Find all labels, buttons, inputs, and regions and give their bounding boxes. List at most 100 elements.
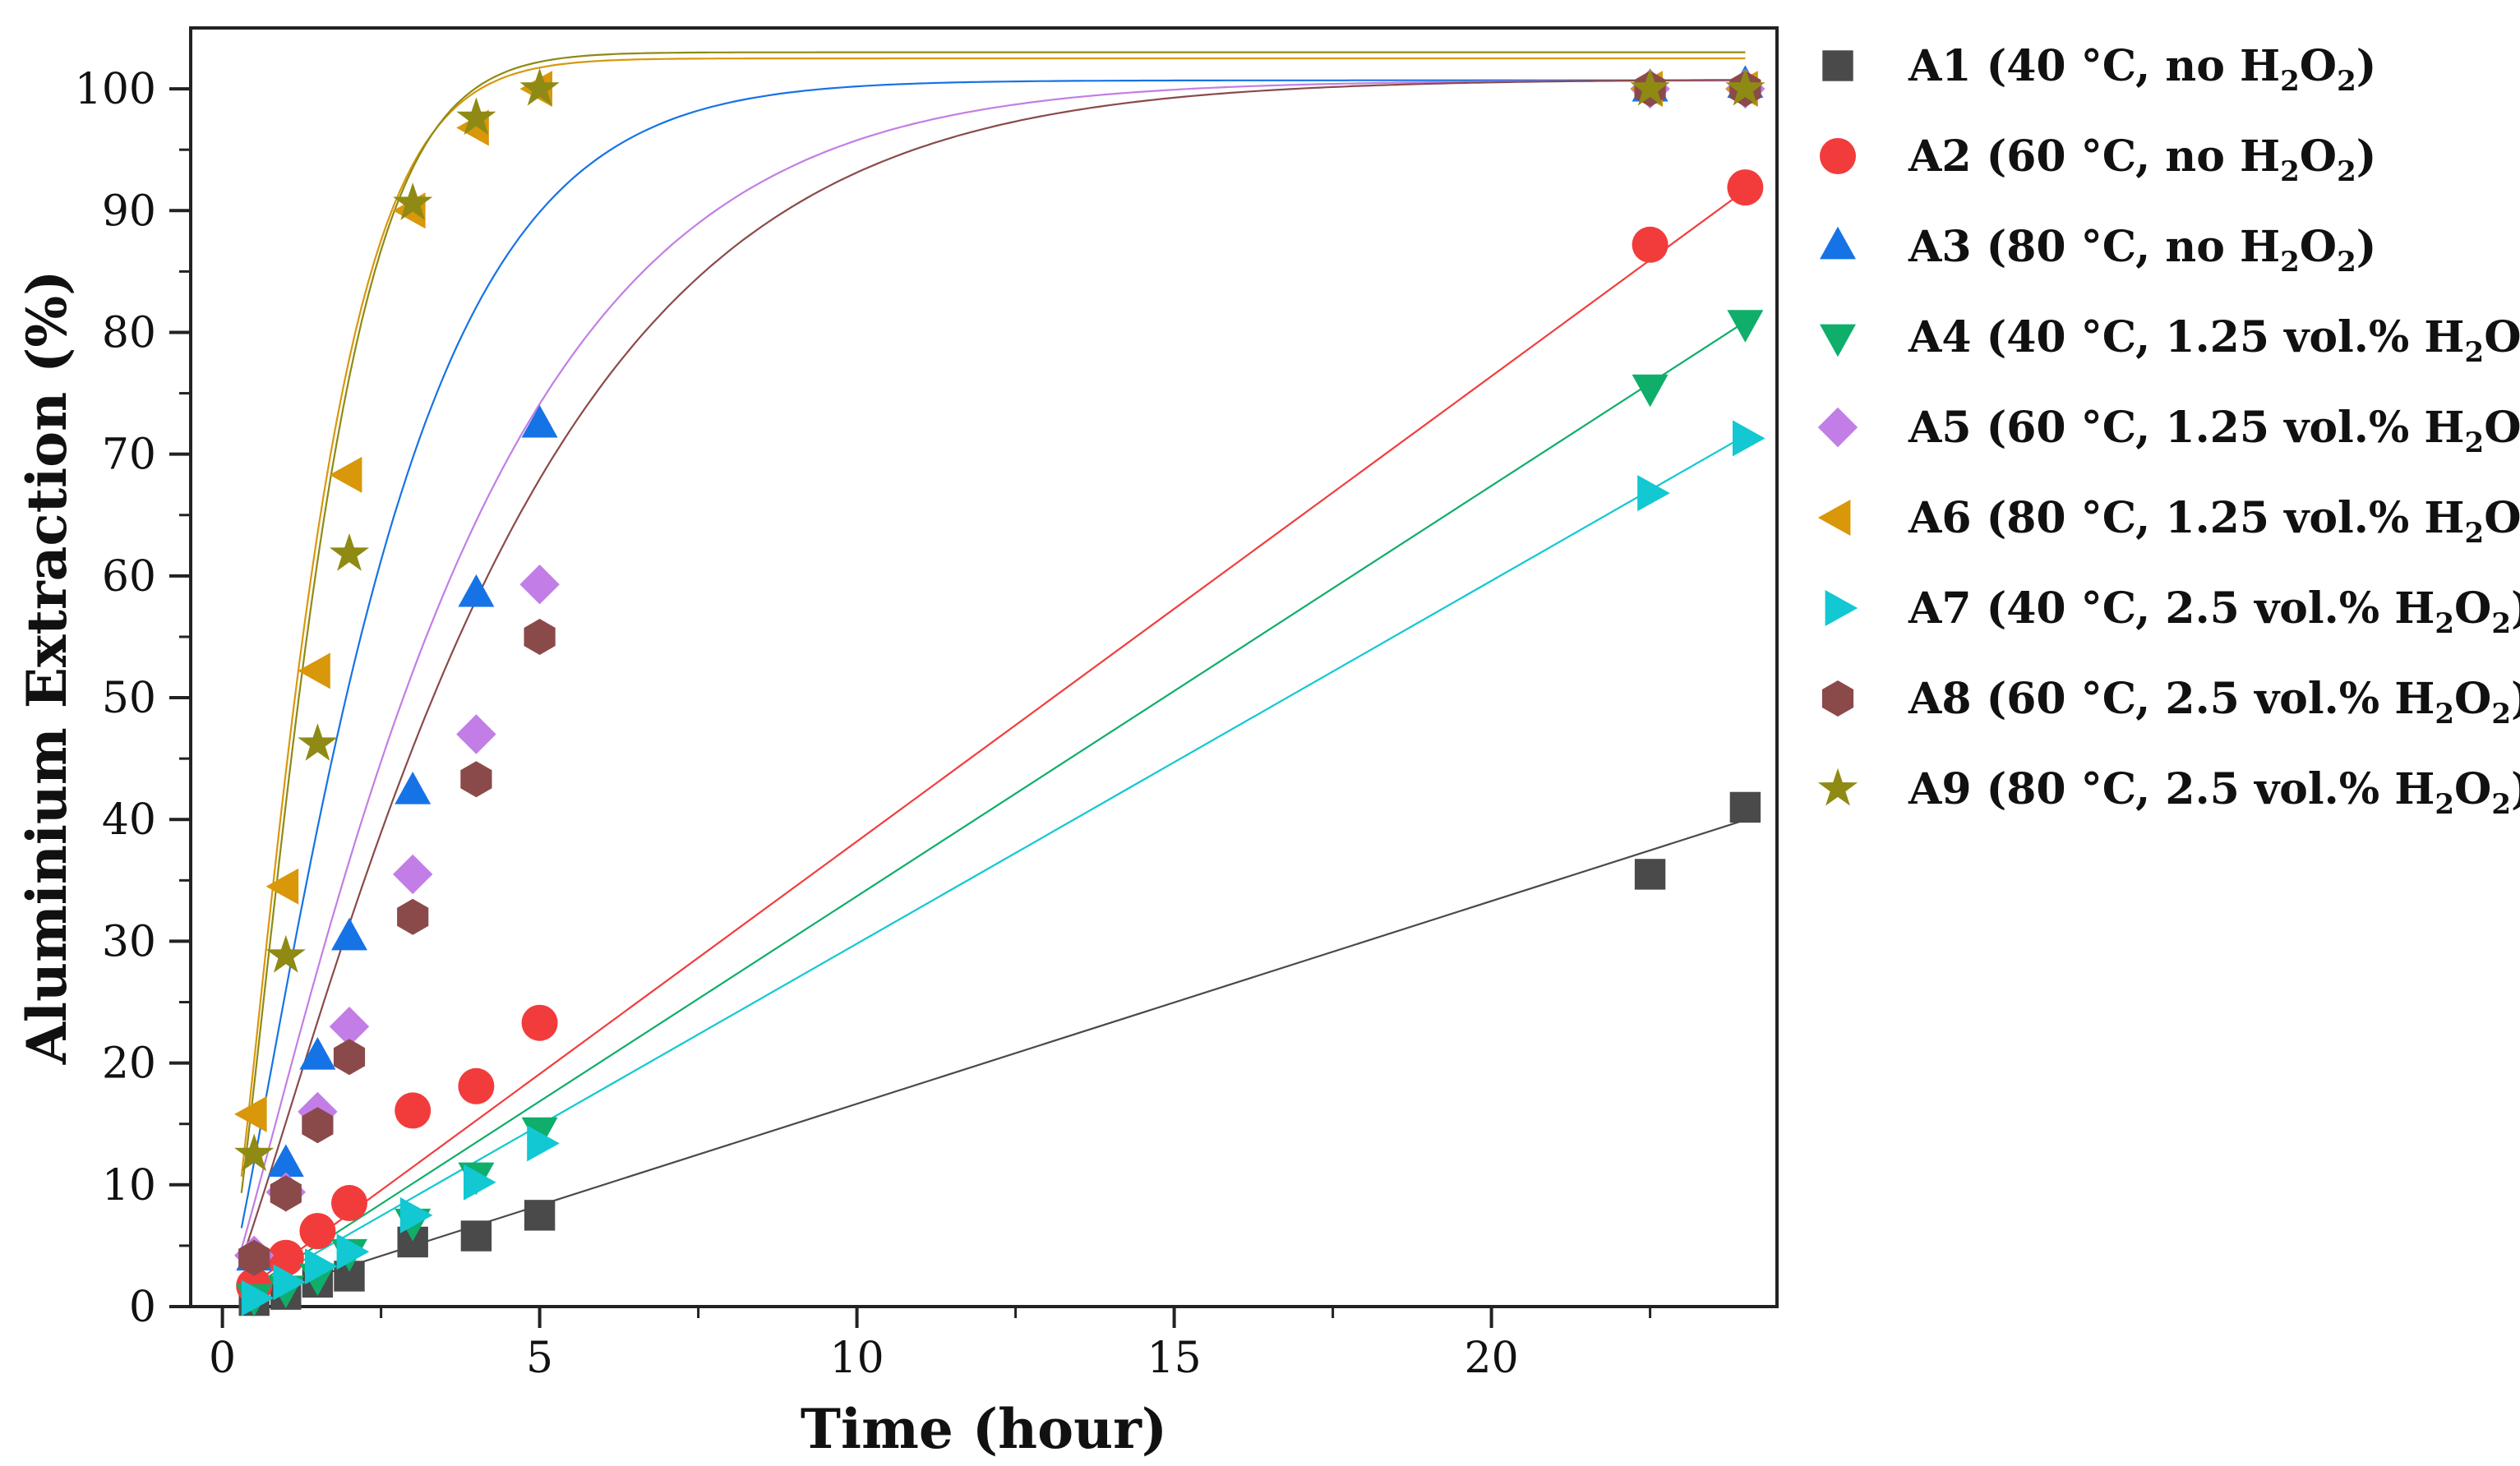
point-A5 xyxy=(519,565,560,605)
point-A9 xyxy=(329,532,370,571)
y-tick-label: 60 xyxy=(102,552,156,602)
point-A2 xyxy=(458,1067,495,1104)
point-A7 xyxy=(336,1233,370,1270)
point-A8 xyxy=(333,1039,366,1076)
fit-line-A1 xyxy=(253,818,1746,1298)
point-A4 xyxy=(1727,310,1764,343)
point-A2 xyxy=(299,1213,336,1250)
point-A2 xyxy=(1727,169,1764,206)
legend-label-A5: A5 (60 °C, 1.25 vol.% H2O2) xyxy=(1908,403,2520,459)
y-tick-label: 0 xyxy=(129,1283,156,1332)
legend-marker-A3 xyxy=(1820,226,1856,260)
point-A6 xyxy=(329,456,362,493)
x-tick-label: 10 xyxy=(830,1334,884,1383)
x-tick-label: 20 xyxy=(1465,1334,1519,1383)
point-A9 xyxy=(265,934,306,973)
x-tick-label: 0 xyxy=(209,1334,236,1383)
point-A6 xyxy=(298,652,330,689)
point-A7 xyxy=(273,1264,306,1301)
point-A1 xyxy=(1634,859,1666,890)
point-A5 xyxy=(456,714,496,754)
legend-label-A2: A2 (60 °C, no H2O2) xyxy=(1908,131,2376,188)
fit-line-A3 xyxy=(240,79,1746,1229)
legend-label-A4: A4 (40 °C, 1.25 vol.% H2O2) xyxy=(1908,312,2520,369)
point-A7 xyxy=(1637,475,1670,512)
fit-line-A9 xyxy=(240,51,1746,1193)
legend-marker-A6 xyxy=(1817,500,1851,536)
fit-line-A6 xyxy=(240,57,1746,1177)
legend-marker-A2 xyxy=(1820,138,1856,174)
point-A2 xyxy=(521,1004,558,1041)
point-A3 xyxy=(395,772,432,804)
y-tick-label: 40 xyxy=(102,795,156,845)
legend-marker-A8 xyxy=(1821,680,1854,717)
legend-marker-A9 xyxy=(1817,768,1858,806)
point-A9 xyxy=(519,67,560,106)
y-tick-label: 10 xyxy=(102,1161,156,1210)
point-A9 xyxy=(298,723,338,761)
point-A8 xyxy=(238,1239,270,1276)
point-A9 xyxy=(1725,67,1765,106)
point-A8 xyxy=(302,1107,334,1144)
point-A8 xyxy=(524,619,556,655)
legend-marker-A4 xyxy=(1820,324,1856,357)
legend-label-A3: A3 (80 °C, no H2O2) xyxy=(1908,222,2376,279)
point-A2 xyxy=(1632,226,1668,263)
point-A4 xyxy=(1632,374,1668,408)
y-tick-label: 70 xyxy=(102,431,156,480)
y-axis-title: Aluminium Extraction (%) xyxy=(15,270,79,1066)
point-A9 xyxy=(1630,67,1670,106)
point-A9 xyxy=(456,97,496,136)
point-A7 xyxy=(241,1279,275,1316)
x-axis-title: Time (hour) xyxy=(801,1397,1167,1461)
legend-marker-A5 xyxy=(1817,407,1858,448)
point-A1 xyxy=(524,1200,556,1231)
fit-line-A4 xyxy=(253,320,1746,1287)
y-tick-label: 50 xyxy=(102,674,156,723)
y-tick-label: 20 xyxy=(102,1040,156,1089)
point-A2 xyxy=(395,1092,432,1129)
y-tick-label: 30 xyxy=(102,917,156,966)
point-A5 xyxy=(393,854,433,895)
legend: A1 (40 °C, no H2O2) A2 (60 °C, no H2O2) A3… xyxy=(1817,41,2520,821)
point-A7 xyxy=(527,1125,560,1162)
y-tick-label: 90 xyxy=(102,187,156,236)
fit-line-A8 xyxy=(240,79,1746,1261)
point-A8 xyxy=(397,898,429,935)
x-tick-label: 5 xyxy=(526,1334,553,1383)
point-A7 xyxy=(399,1196,433,1233)
plot-frame xyxy=(189,26,1779,1308)
point-A9 xyxy=(234,1133,275,1172)
legend-label-A1: A1 (40 °C, no H2O2) xyxy=(1908,41,2376,98)
legend-label-A7: A7 (40 °C, 2.5 vol.% H2O2) xyxy=(1908,583,2520,640)
y-tick-label: 80 xyxy=(102,308,156,357)
legend-label-A6: A6 (80 °C, 1.25 vol.% H2O2) xyxy=(1908,493,2520,550)
point-A2 xyxy=(331,1185,367,1222)
point-A7 xyxy=(305,1248,338,1285)
point-A9 xyxy=(393,182,433,220)
point-A6 xyxy=(265,868,299,905)
fit-line-A2 xyxy=(253,189,1747,1284)
fit-line-A7 xyxy=(253,435,1746,1289)
legend-marker-A7 xyxy=(1825,590,1858,626)
y-tick-label: 100 xyxy=(75,65,156,114)
point-A6 xyxy=(234,1095,267,1132)
x-tick-label: 15 xyxy=(1147,1334,1202,1383)
legend-label-A9: A9 (80 °C, 2.5 vol.% H2O2) xyxy=(1908,764,2520,821)
point-A8 xyxy=(460,761,492,798)
point-A1 xyxy=(1729,791,1761,823)
point-A8 xyxy=(270,1175,302,1212)
point-A7 xyxy=(1733,420,1765,457)
point-A3 xyxy=(331,917,367,951)
point-A3 xyxy=(458,574,495,607)
data-points xyxy=(234,65,1765,1317)
legend-label-A8: A8 (60 °C, 2.5 vol.% H2O2) xyxy=(1908,674,2520,731)
point-A5 xyxy=(329,1007,370,1047)
fit-lines xyxy=(240,51,1747,1298)
point-A3 xyxy=(267,1144,304,1177)
point-A1 xyxy=(460,1220,492,1252)
point-A3 xyxy=(521,404,558,438)
axes: 0 5 10 15 20 0 10 20 30 40 50 60 70 80 90 100 xyxy=(75,26,1779,1383)
point-A7 xyxy=(464,1164,496,1201)
